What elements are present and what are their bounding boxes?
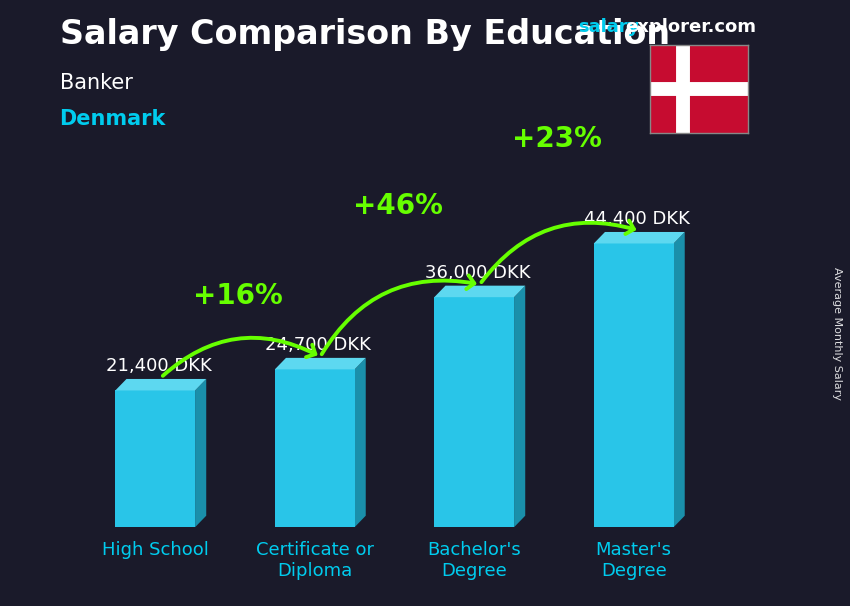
Polygon shape [275,358,366,370]
Bar [434,297,514,527]
Polygon shape [195,379,207,527]
Polygon shape [354,358,366,527]
Bar [594,244,673,527]
Bar [116,390,195,527]
Text: Banker: Banker [60,73,133,93]
Polygon shape [434,285,525,297]
Text: +46%: +46% [353,191,443,220]
Text: salary: salary [578,18,639,36]
Polygon shape [594,232,685,244]
Polygon shape [116,379,207,390]
Bar [275,370,354,527]
Text: 36,000 DKK: 36,000 DKK [425,264,530,282]
Text: Denmark: Denmark [60,109,166,129]
Text: +16%: +16% [194,282,283,310]
Text: +23%: +23% [513,125,603,153]
Polygon shape [673,232,685,527]
Text: 21,400 DKK: 21,400 DKK [105,357,212,375]
Text: Average Monthly Salary: Average Monthly Salary [832,267,842,400]
Text: explorer.com: explorer.com [625,18,756,36]
Polygon shape [514,285,525,527]
Text: 24,700 DKK: 24,700 DKK [265,336,371,354]
Text: 44,400 DKK: 44,400 DKK [584,210,690,228]
Text: Salary Comparison By Education: Salary Comparison By Education [60,18,670,51]
